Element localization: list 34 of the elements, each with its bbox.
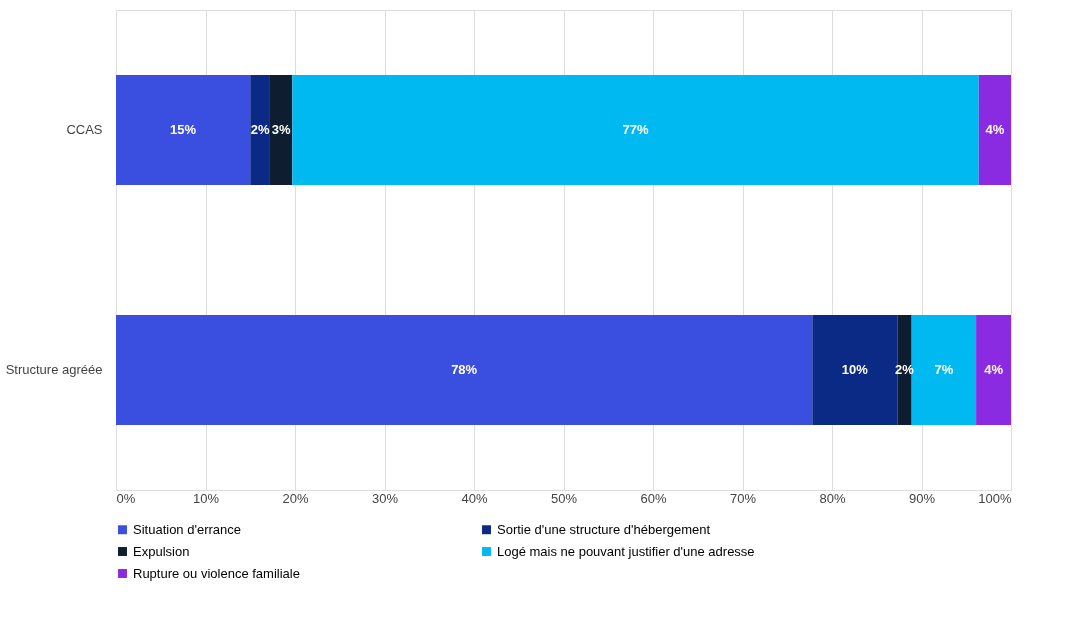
x-tick-label: 80%	[819, 490, 846, 506]
bar	[116, 75, 251, 185]
data-label: 4%	[985, 122, 1005, 137]
x-tick-label: 60%	[640, 490, 667, 506]
legend-label: Sortie d'une structure d'hébergement	[497, 521, 711, 537]
bar	[292, 75, 979, 185]
data-label: 2%	[250, 122, 270, 137]
x-tick-label: 70%	[729, 490, 757, 506]
data-label: 10%	[841, 362, 869, 377]
x-tick-label: 90%	[908, 490, 936, 506]
data-label: 4%	[984, 362, 1004, 377]
y-tick-label: Structure agréée	[5, 362, 103, 377]
legend-label: Logé mais ne pouvant justifier d'une adresse	[497, 543, 755, 559]
y-tick-label: CCAS	[66, 122, 103, 137]
data-label: 3%	[271, 122, 291, 137]
x-tick-label: 50%	[550, 490, 578, 506]
bar	[116, 315, 813, 425]
x-tick-label: 10%	[192, 490, 220, 506]
x-tick-label: 100%	[978, 490, 1012, 506]
bar	[250, 75, 270, 185]
data-label: 77%	[622, 122, 649, 137]
x-tick-label: 0%	[116, 490, 136, 506]
bar	[978, 75, 1011, 185]
x-tick-label: 20%	[282, 490, 309, 506]
x-tick-label: 30%	[371, 490, 399, 506]
legend-label: Rupture ou violence familiale	[133, 565, 300, 581]
data-label: 78%	[451, 362, 478, 377]
bar	[269, 75, 293, 185]
x-tick-label: 40%	[461, 490, 488, 506]
legend-label: Situation d'errance	[133, 521, 241, 537]
data-label: 15%	[170, 122, 197, 137]
legend-label: Expulsion	[133, 543, 190, 559]
data-label: 7%	[934, 362, 954, 377]
bar	[976, 315, 1011, 425]
